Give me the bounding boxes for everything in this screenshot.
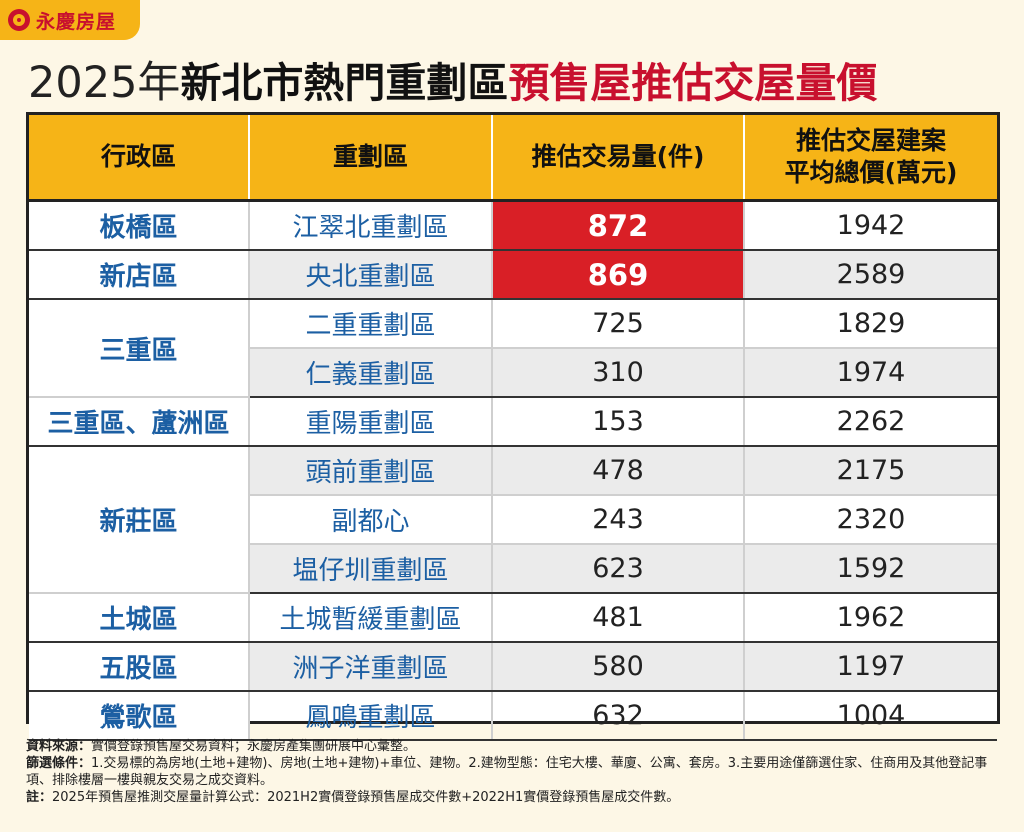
volume-cell: 580 <box>492 642 745 692</box>
district-cell: 三重區、蘆洲區 <box>29 397 250 447</box>
price-cell: 2175 <box>744 446 997 496</box>
table-row: 三重區、蘆洲區 重陽重劃區 153 2262 <box>29 397 997 447</box>
zone-cell: 重陽重劃區 <box>249 397 493 447</box>
table-body: 板橋區 江翠北重劃區 872 1942 新店區 央北重劃區 869 2589 三重區 二重重劃區 7… <box>29 200 997 741</box>
note-text: 2025年預售屋推測交屋量計算公式：2021H2實價登錄預售屋成交件數+2022… <box>52 790 680 805</box>
district-cell: 新店區 <box>29 250 250 300</box>
zone-cell: 塭仔圳重劃區 <box>249 544 493 594</box>
price-cell: 2262 <box>744 397 997 447</box>
table-row: 三重區 二重重劃區 725 1829 <box>29 299 997 398</box>
zone-cell: 洲子洋重劃區 <box>249 642 493 692</box>
zone-cell: 二重重劃區 <box>249 299 493 349</box>
table-row: 新店區 央北重劃區 869 2589 <box>29 250 997 300</box>
zone-cell: 副都心 <box>249 495 493 545</box>
price-cell: 2589 <box>744 250 997 300</box>
filter-text: 1.交易標的為房地(土地+建物)、房地(土地+建物)+車位、建物。2.建物型態：… <box>26 756 988 788</box>
district-cell: 五股區 <box>29 642 250 692</box>
title-year: 2025年 <box>28 58 181 108</box>
price-cell: 1829 <box>744 299 997 349</box>
zone-cell: 頭前重劃區 <box>249 446 493 496</box>
header-district: 行政區 <box>29 115 250 202</box>
note-label: 註： <box>26 790 53 805</box>
price-cell: 1592 <box>744 544 997 594</box>
source-label: 資料來源： <box>26 739 92 754</box>
footnotes: 資料來源：實價登錄預售屋交易資料；永慶房產集團研展中心彙整。 篩選條件：1.交易… <box>26 738 1006 806</box>
zone-cell: 央北重劃區 <box>249 250 493 300</box>
title-main: 新北市熱門重劃區 <box>180 59 509 107</box>
table-row: 五股區 洲子洋重劃區 580 1197 <box>29 642 997 692</box>
table-row: 仁義重劃區 310 1974 <box>29 348 997 398</box>
volume-cell: 623 <box>492 544 745 594</box>
data-table: 行政區 重劃區 推估交易量(件) 推估交屋建案 平均總價(萬元) 板橋區 江翠北重劃區 87… <box>26 112 1000 741</box>
table-row: 副都心 243 2320 <box>29 495 997 545</box>
table-row: 新莊區 頭前重劃區 478 2175 <box>29 446 997 594</box>
header-zone: 重劃區 <box>249 115 493 202</box>
zone-cell: 仁義重劃區 <box>249 348 493 398</box>
table-row: 鶯歌區 鳳鳴重劃區 632 1004 <box>29 691 997 741</box>
source-text: 實價登錄預售屋交易資料；永慶房產集團研展中心彙整。 <box>91 739 417 754</box>
price-cell: 1962 <box>744 593 997 643</box>
volume-cell: 310 <box>492 348 745 398</box>
district-cell: 板橋區 <box>29 200 250 251</box>
price-cell: 1974 <box>744 348 997 398</box>
volume-cell: 243 <box>492 495 745 545</box>
district-cell: 土城區 <box>29 593 250 643</box>
volume-cell: 632 <box>492 691 745 741</box>
price-cell: 1004 <box>744 691 997 741</box>
table-row: 塭仔圳重劃區 623 1592 <box>29 544 997 594</box>
price-cell: 1942 <box>744 200 997 251</box>
source-note: 資料來源：實價登錄預售屋交易資料；永慶房產集團研展中心彙整。 <box>26 738 1006 755</box>
zone-cell: 江翠北重劃區 <box>249 200 493 251</box>
volume-cell: 478 <box>492 446 745 496</box>
price-cell: 2320 <box>744 495 997 545</box>
filter-note: 篩選條件：1.交易標的為房地(土地+建物)、房地(土地+建物)+車位、建物。2.… <box>26 755 1006 789</box>
volume-cell: 725 <box>492 299 745 349</box>
brand-logo: 永慶房屋 <box>0 0 140 40</box>
volume-cell: 872 <box>492 200 745 251</box>
price-cell: 1197 <box>744 642 997 692</box>
title-highlight: 預售屋推估交屋量價 <box>508 59 878 107</box>
district-cell: 新莊區 <box>29 446 250 594</box>
table-row: 板橋區 江翠北重劃區 872 1942 <box>29 200 997 251</box>
zone-cell: 土城暫緩重劃區 <box>249 593 493 643</box>
brand-mark-icon <box>8 9 30 31</box>
volume-cell: 153 <box>492 397 745 447</box>
table-header-row: 行政區 重劃區 推估交易量(件) 推估交屋建案 平均總價(萬元) <box>29 115 997 202</box>
volume-cell: 869 <box>492 250 745 300</box>
filter-label: 篩選條件： <box>26 756 92 771</box>
district-cell: 三重區 <box>29 299 250 398</box>
brand-name: 永慶房屋 <box>36 10 117 33</box>
zone-cell: 鳳鳴重劃區 <box>249 691 493 741</box>
chart-title: 2025年 新北市熱門重劃區 預售屋推估交屋量價 <box>28 46 1008 112</box>
formula-note: 註：2025年預售屋推測交屋量計算公式：2021H2實價登錄預售屋成交件數+20… <box>26 789 1006 806</box>
table-row: 土城區 土城暫緩重劃區 481 1962 <box>29 593 997 643</box>
district-cell: 鶯歌區 <box>29 691 250 741</box>
header-price: 推估交屋建案 平均總價(萬元) <box>744 115 997 202</box>
volume-cell: 481 <box>492 593 745 643</box>
header-volume: 推估交易量(件) <box>492 115 745 202</box>
